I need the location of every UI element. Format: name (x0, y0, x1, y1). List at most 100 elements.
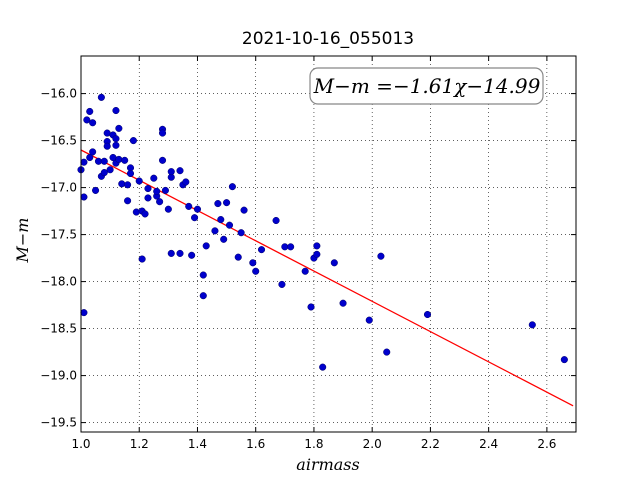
data-point (278, 280, 286, 288)
y-tick-label: −18.5 (40, 322, 77, 336)
data-point (156, 198, 164, 206)
x-tick-label: 1.8 (304, 437, 323, 451)
data-point (257, 246, 266, 254)
grid-lines (80, 56, 576, 432)
data-point (124, 197, 132, 205)
data-point (307, 303, 315, 311)
x-tick-label: 2.2 (421, 437, 440, 451)
data-point (103, 142, 111, 150)
data-point (313, 242, 321, 250)
data-point (528, 321, 536, 329)
data-point (217, 216, 225, 224)
data-point (272, 216, 280, 225)
data-point (144, 184, 152, 193)
data-point (100, 169, 108, 177)
data-point (161, 186, 169, 194)
data-point (83, 116, 91, 124)
data-point (115, 155, 123, 163)
data-point (80, 309, 88, 317)
fit-equation-frame (309, 67, 544, 105)
data-point (202, 242, 210, 250)
data-point (164, 205, 172, 213)
data-point (223, 199, 231, 207)
x-tick-label: 1.2 (130, 437, 149, 451)
data-point (339, 299, 347, 307)
data-point (182, 178, 190, 186)
data-point (319, 363, 327, 371)
data-point (220, 235, 228, 243)
data-point (228, 183, 236, 191)
data-point (112, 106, 120, 115)
data-point (118, 180, 126, 188)
data-point (377, 252, 385, 260)
data-point (234, 253, 242, 261)
data-point (158, 129, 167, 137)
data-point (80, 158, 88, 166)
y-tick-label: −19.5 (40, 416, 77, 430)
data-point (129, 137, 137, 145)
fit-equation-text: M−m =−1.61χ−14.99 (313, 74, 541, 98)
data-point (167, 249, 175, 257)
data-point (214, 200, 222, 208)
data-point (135, 177, 143, 185)
plot-frame (80, 55, 577, 433)
data-point (115, 124, 123, 132)
x-tick-label: 2.4 (479, 437, 498, 451)
data-point (560, 356, 568, 364)
data-point (158, 156, 167, 164)
data-point (106, 166, 114, 174)
data-point (249, 259, 257, 267)
data-point (423, 310, 432, 319)
data-point (185, 202, 193, 210)
data-point (191, 214, 199, 222)
data-point (301, 267, 309, 275)
data-point (383, 348, 391, 356)
data-point (86, 153, 94, 162)
data-point (112, 135, 120, 143)
data-point (193, 205, 202, 213)
y-tick-label: −17.0 (40, 181, 77, 195)
data-point (153, 187, 161, 195)
fit-equation-box: M−m =−1.61χ−14.99 (309, 67, 544, 105)
data-point (330, 259, 338, 267)
data-point (240, 206, 248, 214)
data-points (77, 93, 568, 371)
data-point (225, 221, 234, 229)
data-point (313, 250, 321, 258)
data-point (211, 227, 219, 235)
data-point (167, 168, 175, 176)
y-tick-label: −18.0 (40, 275, 77, 289)
data-point (97, 93, 105, 101)
data-point (132, 208, 140, 216)
x-axis-label: airmass (296, 455, 359, 474)
y-tick-label: −19.0 (40, 369, 77, 383)
data-point (126, 169, 135, 178)
y-tick-label: −17.5 (40, 228, 77, 242)
data-point (86, 107, 94, 116)
data-point (199, 292, 207, 300)
data-point (89, 119, 97, 127)
data-point (121, 156, 129, 164)
x-tick-label: 1.4 (188, 437, 207, 451)
x-tick-label: 2.6 (537, 437, 556, 451)
x-tick-label: 2.0 (363, 437, 382, 451)
data-point (237, 229, 245, 237)
data-point (188, 251, 196, 259)
data-point (199, 271, 207, 279)
data-point (287, 243, 295, 251)
data-point (89, 148, 97, 156)
axis-ticks: 1.0 1.2 1.4 1.6 1.8 2.0 2.2 2.4 2.6 −16.0 −16.5 −17… (40, 56, 576, 451)
chart-title: 2021-10-16_055013 (242, 29, 414, 49)
data-point (92, 186, 100, 194)
y-axis-label: M−m (13, 218, 32, 264)
x-tick-label: 1.6 (246, 437, 265, 451)
data-point (112, 141, 120, 149)
data-point (365, 316, 373, 324)
data-point (80, 193, 88, 201)
data-point (138, 255, 146, 263)
data-point (124, 181, 132, 189)
data-point (141, 210, 149, 218)
data-point (100, 157, 108, 165)
data-point (150, 174, 158, 182)
